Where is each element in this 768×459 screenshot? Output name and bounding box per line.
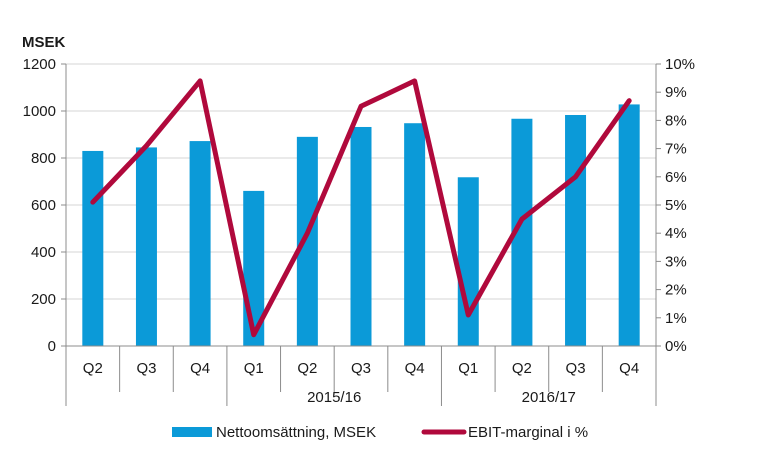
left-tick-label: 1000 <box>23 103 56 120</box>
bar-nettoomsattning <box>296 136 318 346</box>
bar-nettoomsattning <box>565 114 587 347</box>
right-tick-label: 0% <box>665 338 687 355</box>
right-tick-label: 2% <box>665 282 687 299</box>
right-tick-label: 10% <box>665 56 695 73</box>
legend-label-line: EBIT-marginal i % <box>468 424 588 441</box>
bar-nettoomsattning <box>457 177 479 346</box>
legend: Nettoomsättning, MSEK EBIT-marginal i % <box>172 424 588 441</box>
category-label: Q3 <box>351 360 371 377</box>
right-tick-label: 7% <box>665 141 687 158</box>
left-tick-label: 0 <box>48 338 56 355</box>
left-tick-label: 200 <box>31 291 56 308</box>
right-tick-label: 9% <box>665 84 687 101</box>
category-label: Q3 <box>136 360 156 377</box>
bar-nettoomsattning <box>618 104 640 346</box>
left-tick-label: 1200 <box>23 56 56 73</box>
bar-nettoomsattning <box>404 123 426 346</box>
category-label: Q4 <box>619 360 639 377</box>
legend-label-bar: Nettoomsättning, MSEK <box>216 424 376 441</box>
right-tick-label: 4% <box>665 225 687 242</box>
category-label: Q2 <box>512 360 532 377</box>
bar-nettoomsattning <box>511 118 533 346</box>
left-tick-label: 600 <box>31 197 56 214</box>
bar-series <box>82 104 640 347</box>
category-label: Q4 <box>405 360 425 377</box>
bar-nettoomsattning <box>350 126 372 346</box>
line-series <box>90 78 632 338</box>
bar-nettoomsattning <box>135 147 157 346</box>
legend-swatch-bar <box>172 427 212 437</box>
bar-nettoomsattning <box>189 141 211 346</box>
right-tick-label: 8% <box>665 112 687 129</box>
right-tick-label: 6% <box>665 169 687 186</box>
axes <box>61 63 661 406</box>
group-label: 2015/16 <box>307 389 361 406</box>
group-label: 2016/17 <box>522 389 576 406</box>
left-tick-label: 400 <box>31 244 56 261</box>
right-tick-label: 3% <box>665 253 687 270</box>
category-label: Q1 <box>244 360 264 377</box>
category-label: Q4 <box>190 360 210 377</box>
tick-labels: 0 200 400 600 800 1000 1200 0% 1% 2% 3% 4% 5% 6% 7% 8% 9… <box>23 56 695 406</box>
bar-nettoomsattning <box>82 150 104 346</box>
right-tick-label: 1% <box>665 310 687 327</box>
category-label: Q2 <box>297 360 317 377</box>
left-axis-unit-label: MSEK <box>22 34 66 51</box>
category-label: Q1 <box>458 360 478 377</box>
right-tick-label: 5% <box>665 197 687 214</box>
category-label: Q2 <box>83 360 103 377</box>
category-label: Q3 <box>566 360 586 377</box>
left-tick-label: 800 <box>31 150 56 167</box>
